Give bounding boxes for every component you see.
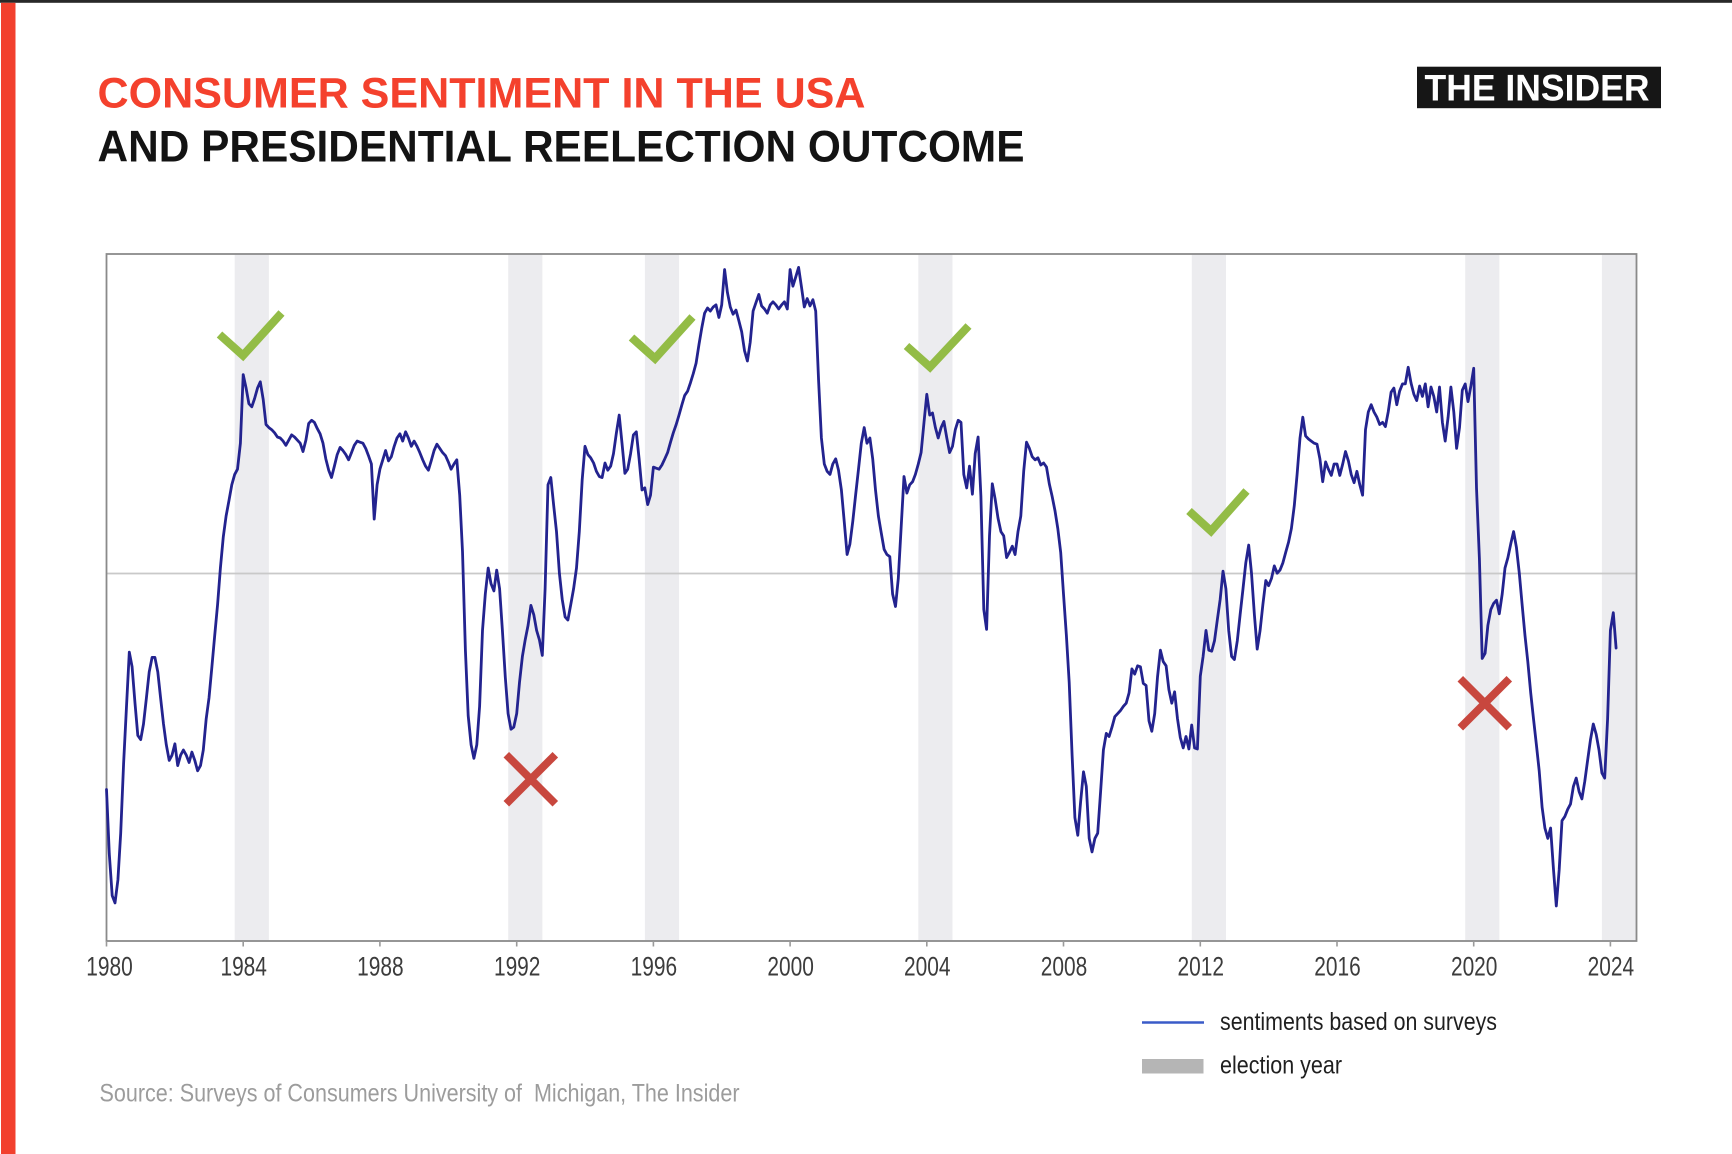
svg-text:2024: 2024 (1588, 952, 1635, 982)
svg-text:1988: 1988 (357, 952, 404, 982)
svg-text:2012: 2012 (1178, 952, 1225, 982)
svg-text:2000: 2000 (767, 952, 814, 982)
svg-text:THE INSIDER: THE INSIDER (1425, 67, 1650, 109)
svg-text:CONSUMER SENTIMENT IN THE USA: CONSUMER SENTIMENT IN THE USA (98, 70, 866, 117)
svg-text:2016: 2016 (1314, 952, 1361, 982)
svg-text:1980: 1980 (86, 952, 133, 982)
svg-text:1996: 1996 (631, 952, 678, 982)
svg-text:Source: Surveys of Consumers U: Source: Surveys of Consumers University … (100, 1080, 740, 1108)
svg-text:2020: 2020 (1451, 952, 1498, 982)
svg-text:1992: 1992 (494, 952, 541, 982)
svg-text:1984: 1984 (220, 952, 267, 982)
svg-text:AND PRESIDENTIAL REELECTION OU: AND PRESIDENTIAL REELECTION OUTCOME (98, 123, 1025, 172)
svg-text:sentiments based on surveys: sentiments based on surveys (1220, 1008, 1497, 1036)
svg-text:2008: 2008 (1041, 952, 1088, 982)
svg-text:election year: election year (1220, 1052, 1342, 1080)
svg-text:2004: 2004 (904, 952, 951, 982)
